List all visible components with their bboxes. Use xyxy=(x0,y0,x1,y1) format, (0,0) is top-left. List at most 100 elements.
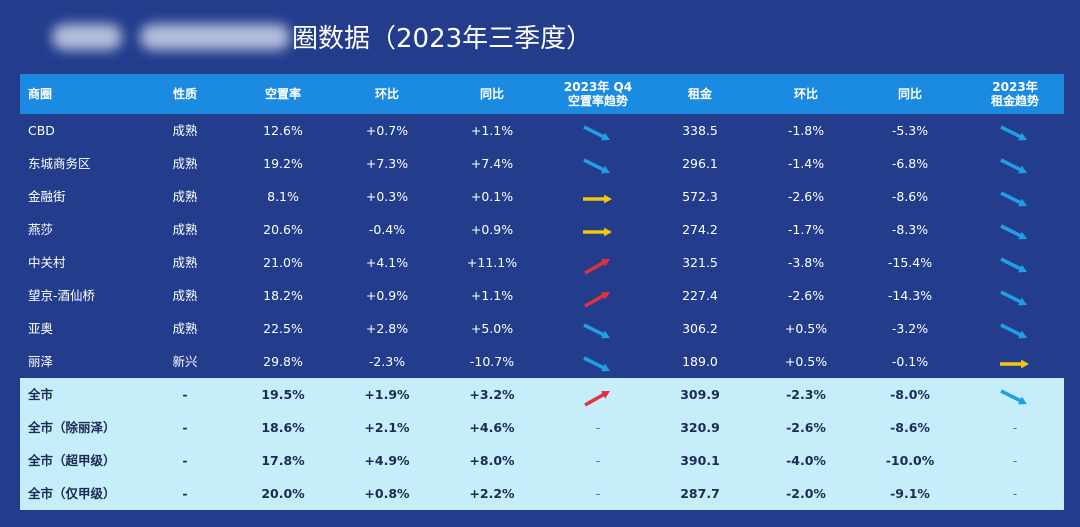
trend-arrow xyxy=(580,188,616,210)
table-cell: 亚奥 xyxy=(28,320,54,336)
table-cell: +4.1% xyxy=(365,254,409,270)
title: 圈数据（2023年三季度） xyxy=(292,24,593,54)
trend-arrow-svg xyxy=(1000,388,1027,404)
table-cell: -0.4% xyxy=(368,221,406,237)
table-cell: -9.1% xyxy=(890,485,930,501)
table-cell: 20.6% xyxy=(263,221,303,237)
table-cell: -1.8% xyxy=(787,122,825,138)
table-cell: - xyxy=(595,419,601,435)
table-cell: -3.8% xyxy=(787,254,825,270)
table-cell: 成熟 xyxy=(172,254,198,270)
table-cell: 成熟 xyxy=(172,221,198,237)
table-cell: +7.4% xyxy=(470,155,514,171)
table-cell: 306.2 xyxy=(682,320,718,336)
table-cell: 18.2% xyxy=(263,287,303,303)
trend-arrow-svg xyxy=(1000,157,1027,173)
table-cell: 燕莎 xyxy=(28,221,54,237)
trend-arrow-svg xyxy=(583,227,612,236)
header-line: 环比 xyxy=(793,87,819,101)
table-cell: -2.6% xyxy=(787,188,825,204)
trend-arrow xyxy=(580,386,616,408)
header-cell: 环比 xyxy=(375,87,399,101)
table-cell: 19.5% xyxy=(261,386,305,402)
table-cell: 18.6% xyxy=(261,419,305,435)
table-cell: 全市 xyxy=(28,386,54,402)
table-cell: 成熟 xyxy=(172,320,198,336)
table-cell: 8.1% xyxy=(267,188,299,204)
table-cell: -8.6% xyxy=(891,188,929,204)
trend-arrow xyxy=(997,386,1033,408)
trend-arrow-svg xyxy=(1000,256,1027,272)
header-line: 环比 xyxy=(374,87,400,101)
table-cell: +1.9% xyxy=(364,386,410,402)
table-cell: +0.5% xyxy=(784,320,828,336)
header-line: 空置率趋势 xyxy=(567,94,629,108)
table-cell: +3.2% xyxy=(469,386,515,402)
table-cell: +8.0% xyxy=(469,452,515,468)
table-cell: -2.3% xyxy=(368,353,406,369)
table-cell: -14.3% xyxy=(887,287,933,303)
table-cell: -2.3% xyxy=(786,386,826,402)
table-cell: +4.9% xyxy=(364,452,410,468)
table-cell: -0.1% xyxy=(891,353,929,369)
table-cell: 309.9 xyxy=(680,386,720,402)
table-cell: - xyxy=(1012,452,1018,468)
trend-arrow-svg xyxy=(1000,223,1027,239)
table-cell: 22.5% xyxy=(263,320,303,336)
table-cell: 338.5 xyxy=(682,122,718,138)
table-cell: -2.6% xyxy=(786,419,826,435)
trend-arrow-svg xyxy=(583,194,612,203)
table-cell: 321.5 xyxy=(682,254,718,270)
table-cell: -6.8% xyxy=(891,155,929,171)
table-cell: 12.6% xyxy=(263,122,303,138)
trend-arrow-svg xyxy=(1000,124,1027,140)
blurred-text xyxy=(140,24,290,50)
table-cell: 金融街 xyxy=(28,188,66,204)
header-cell: 2023年 Q4 空置率趋势 xyxy=(564,80,632,108)
table-cell: CBD xyxy=(28,122,55,138)
table-cell: -2.0% xyxy=(786,485,826,501)
table-cell: - xyxy=(182,419,188,435)
header-cell: 租金 xyxy=(688,87,712,101)
table-cell: -5.3% xyxy=(891,122,929,138)
table-cell: 21.0% xyxy=(263,254,303,270)
header-cell: 环比 xyxy=(794,87,818,101)
table-cell: +4.6% xyxy=(469,419,515,435)
table-cell: 296.1 xyxy=(682,155,718,171)
trend-arrow xyxy=(997,287,1033,309)
table-cell: -1.4% xyxy=(787,155,825,171)
trend-arrow-svg xyxy=(1000,359,1029,368)
table-cell: -3.2% xyxy=(891,320,929,336)
summary-band xyxy=(20,378,1064,510)
table-cell: +1.1% xyxy=(470,122,514,138)
trend-arrow xyxy=(580,320,616,342)
table-cell: - xyxy=(182,452,188,468)
trend-arrow-svg xyxy=(584,291,610,308)
trend-arrow xyxy=(580,254,616,276)
table-cell: 390.1 xyxy=(680,452,720,468)
table-cell: +7.3% xyxy=(365,155,409,171)
table: 商圈 性质 空置率 环比 同比 2023年 Q4 空置率趋势 租金 环比 同比 2023年 租金趋势 C… xyxy=(20,74,1064,510)
table-cell: 572.3 xyxy=(682,188,718,204)
table-cell: - xyxy=(595,485,601,501)
table-cell: +0.8% xyxy=(364,485,410,501)
header-line: 同比 xyxy=(479,87,505,101)
table-cell: +5.0% xyxy=(470,320,514,336)
table-cell: 320.9 xyxy=(680,419,720,435)
header-cell: 性质 xyxy=(173,87,197,101)
header-line: 2023年 xyxy=(992,80,1038,94)
trend-arrow-svg xyxy=(583,157,610,173)
table-cell: 丽泽 xyxy=(28,353,54,369)
trend-arrow xyxy=(997,155,1033,177)
trend-arrow-svg xyxy=(1000,322,1027,338)
header-cell: 2023年 租金趋势 xyxy=(991,80,1039,108)
trend-arrow xyxy=(997,320,1033,342)
trend-arrow-svg xyxy=(1000,190,1027,206)
table-cell: 中关村 xyxy=(28,254,66,270)
table-cell: +0.1% xyxy=(470,188,514,204)
table-cell: 287.7 xyxy=(680,485,720,501)
table-cell: 全市（超甲级） xyxy=(28,452,116,468)
table-cell: 17.8% xyxy=(261,452,305,468)
trend-arrow xyxy=(580,155,616,177)
header-line: 性质 xyxy=(172,87,198,101)
